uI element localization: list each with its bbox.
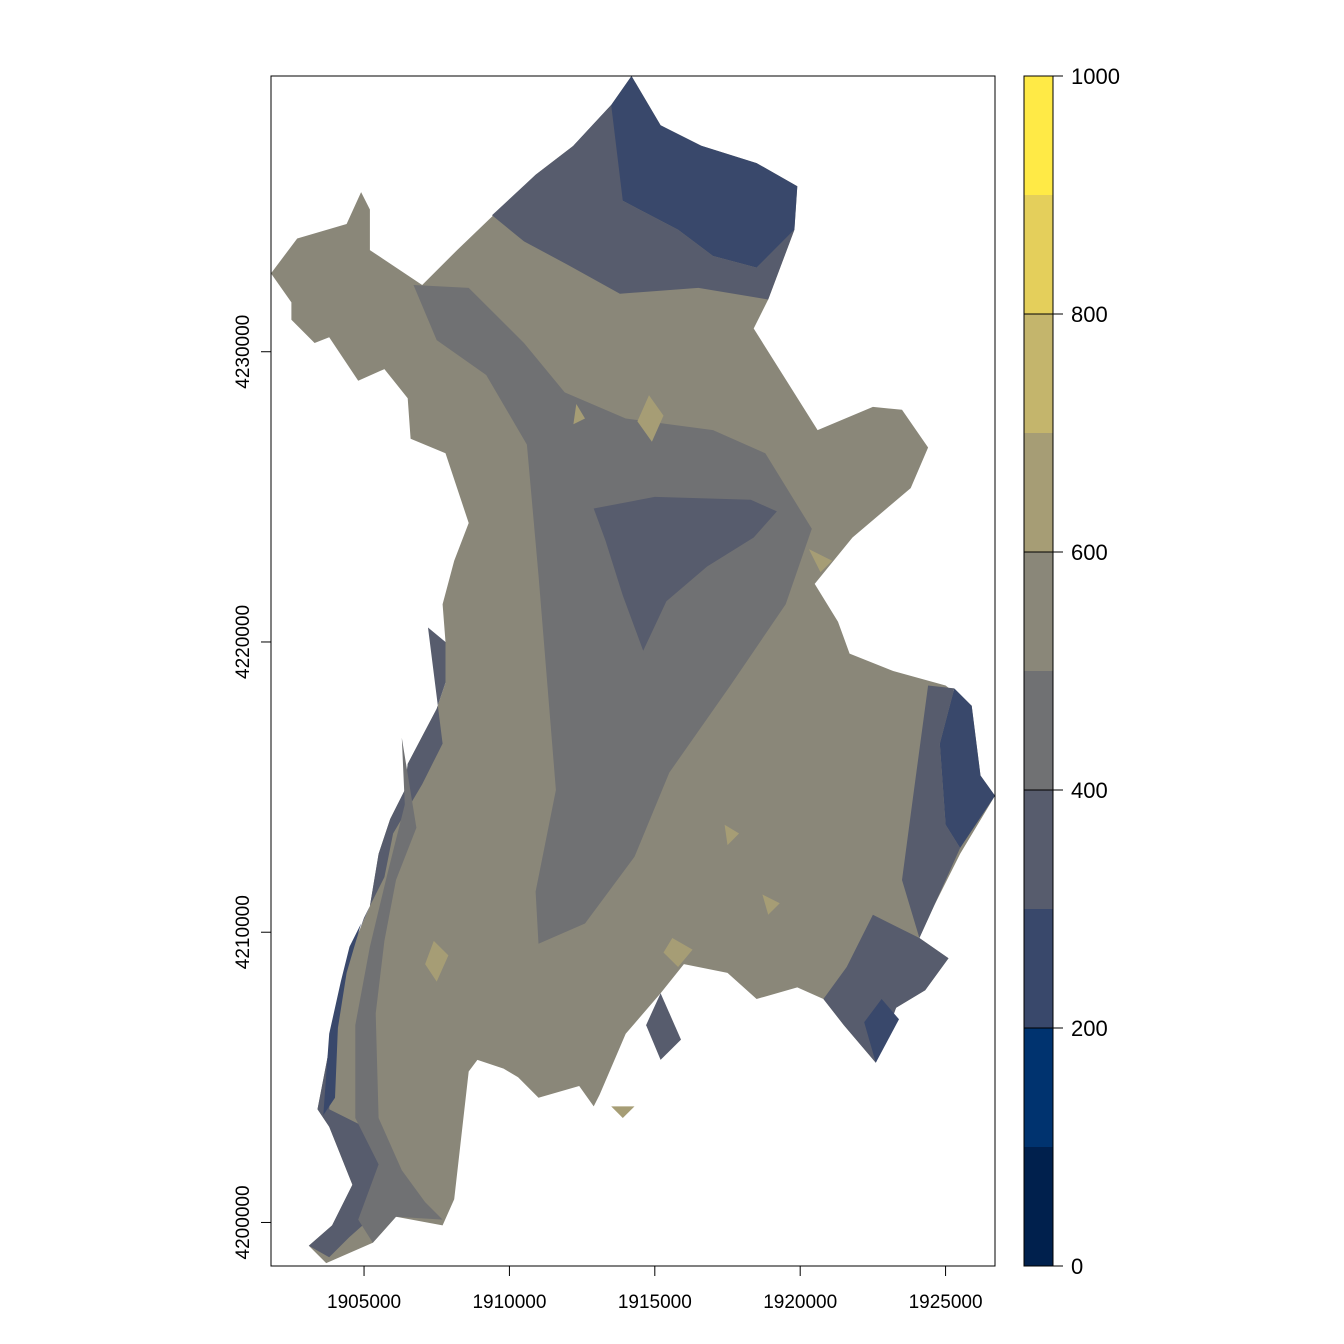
colorbar-tick-label: 1000 [1071, 64, 1120, 89]
map-layer [271, 76, 995, 1264]
map-region-highland-6 [762, 894, 780, 915]
map-region-highland-7 [724, 824, 740, 846]
map-region-west-slope-low [308, 627, 446, 1258]
map-region-highland-2 [808, 549, 833, 573]
y-tick-label: 4230000 [233, 315, 254, 389]
y-tick-label: 4220000 [233, 605, 254, 679]
colorbar-swatch [1024, 195, 1053, 314]
x-axis: 1905000 1910000 1915000 1920000 1925000 [327, 1266, 983, 1313]
y-tick-label: 4200000 [233, 1185, 254, 1259]
colorbar-swatch [1024, 314, 1053, 433]
colorbar-tick-label: 800 [1071, 302, 1108, 327]
colorbar-tick-label: 600 [1071, 540, 1108, 565]
colorbar-tick-label: 0 [1071, 1254, 1083, 1279]
map-region-east-mid [902, 685, 961, 938]
colorbar-legend: 0 200 400 600 800 1000 [1023, 64, 1120, 1279]
map-region-highland-5 [611, 1106, 635, 1118]
colorbar-swatch [1024, 552, 1053, 671]
map-region-northern-mid [492, 105, 795, 300]
colorbar-swatch [1024, 909, 1053, 1028]
map-region-southeast-lobe [823, 914, 949, 1063]
x-tick-label: 1905000 [327, 1292, 401, 1313]
x-tick-label: 1925000 [909, 1292, 983, 1313]
map-region-south-patch [646, 993, 681, 1060]
colorbar-tick-label: 400 [1071, 778, 1108, 803]
colorbar-swatch [1024, 671, 1053, 790]
colorbar-tick-label: 200 [1071, 1016, 1108, 1041]
colorbar-swatch [1024, 1028, 1053, 1147]
x-tick-label: 1910000 [472, 1292, 546, 1313]
map-region-central-basin [593, 496, 777, 651]
map-region-northern-low [573, 76, 798, 268]
plot-frame [270, 75, 996, 1267]
colorbar-swatch [1024, 433, 1053, 552]
map-region-west-edge-lowest [323, 923, 362, 1116]
x-tick-label: 1915000 [618, 1292, 692, 1313]
map-region-highland-3 [663, 938, 693, 967]
map-region-highland-4 [425, 940, 449, 982]
map-region-west-ridge-grey [355, 737, 443, 1243]
map-region-highland-8 [573, 404, 585, 425]
colorbar-swatch [1024, 790, 1053, 909]
colorbar-swatch [1024, 76, 1053, 195]
map-region-southeast-lobe-low [864, 999, 899, 1063]
x-tick-label: 1920000 [763, 1292, 837, 1313]
colorbar-swatch [1024, 1147, 1053, 1266]
map-region-highland-1 [637, 395, 664, 442]
y-tick-label: 4210000 [233, 895, 254, 969]
y-axis: 4200000 4210000 4220000 4230000 [233, 315, 271, 1259]
map-region-central-grey-band [413, 285, 812, 944]
map-region-east-low [939, 688, 995, 848]
